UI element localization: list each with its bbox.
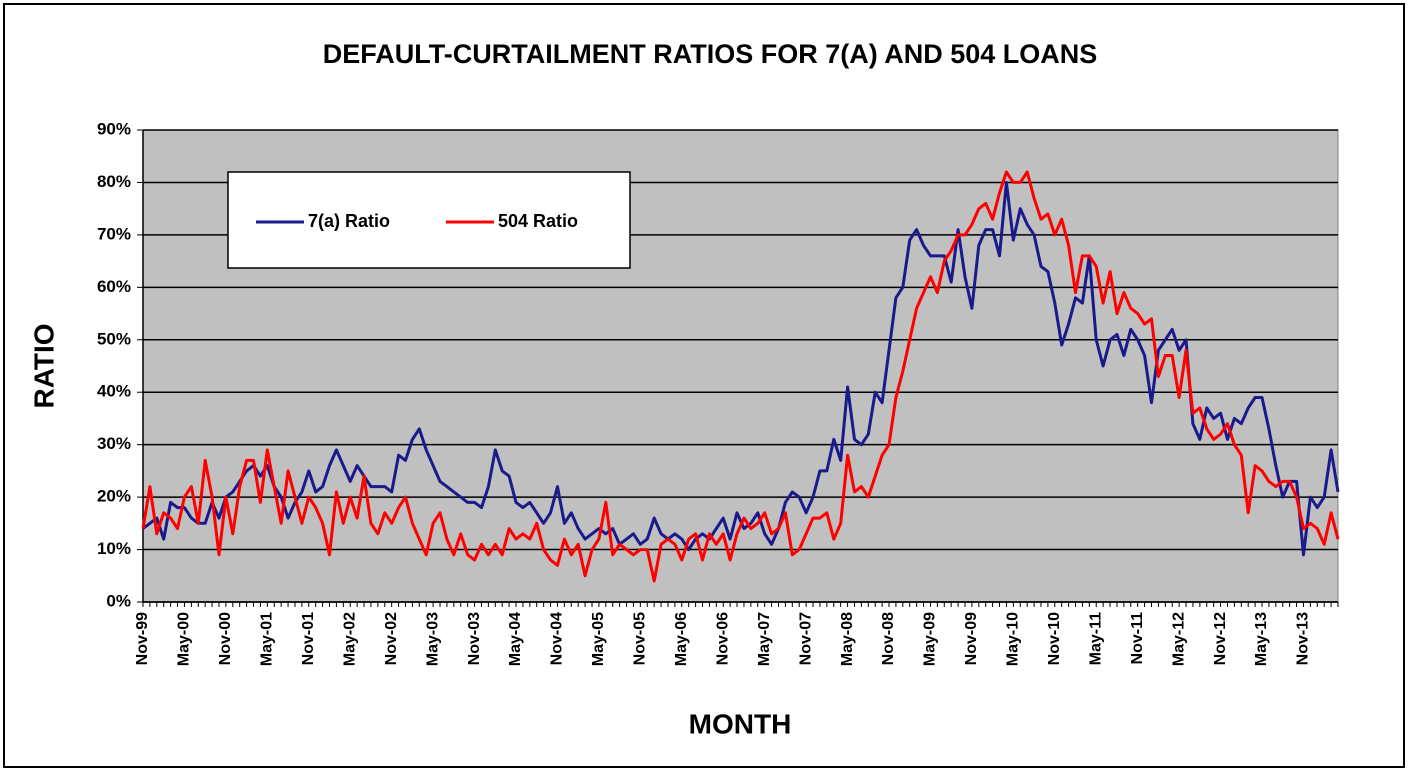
x-tick-label: May-01 — [259, 612, 276, 666]
x-tick-label: Nov-02 — [383, 612, 400, 665]
x-tick-label: Nov-10 — [1046, 612, 1063, 665]
data-line — [142, 180, 1340, 557]
legend-box — [227, 171, 631, 269]
x-tick-label: May-07 — [756, 612, 773, 666]
y-axis-label: RATIO — [28, 323, 59, 408]
x-tick-label: May-05 — [590, 612, 607, 666]
x-tick-label: Nov-04 — [549, 612, 566, 665]
x-tick-label: May-04 — [507, 612, 524, 666]
y-tick-label: 10% — [97, 539, 131, 558]
x-tick-label: Nov-01 — [300, 612, 317, 665]
x-tick-label: May-10 — [1005, 612, 1022, 666]
x-tick-label: Nov-12 — [1212, 612, 1229, 665]
x-tick-label: Nov-99 — [134, 612, 151, 665]
x-tick-label: Nov-06 — [714, 612, 731, 665]
x-tick-label: May-12 — [1170, 612, 1187, 666]
y-tick-label: 90% — [97, 119, 131, 138]
x-tick-label: May-03 — [424, 612, 441, 666]
x-tick-label: Nov-05 — [632, 612, 649, 665]
x-tick-label: May-13 — [1253, 612, 1270, 666]
x-tick-label: May-00 — [176, 612, 193, 666]
y-tick-label: 70% — [97, 224, 131, 243]
x-tick-label: Nov-03 — [466, 612, 483, 665]
x-tick-label: Nov-08 — [880, 612, 897, 665]
legend-label: 7(a) Ratio — [308, 211, 390, 231]
x-tick-label: Nov-00 — [217, 612, 234, 665]
y-tick-label: 30% — [97, 434, 131, 453]
x-tick-label: May-08 — [839, 612, 856, 666]
x-tick-label: Nov-11 — [1129, 612, 1146, 665]
x-tick-label: Nov-07 — [797, 612, 814, 665]
data-line — [141, 170, 1340, 583]
chart-title: DEFAULT-CURTAILMENT RATIOS FOR 7(A) AND … — [323, 39, 1098, 69]
y-tick-label: 40% — [97, 382, 131, 401]
x-tick-label: Nov-09 — [963, 612, 980, 665]
x-tick-label: May-11 — [1087, 612, 1104, 665]
y-tick-label: 60% — [97, 277, 131, 296]
x-tick-label: May-09 — [922, 612, 939, 666]
x-axis-label: MONTH — [689, 708, 792, 739]
y-tick-label: 50% — [97, 329, 131, 348]
legend-label: 504 Ratio — [498, 211, 578, 231]
x-tick-label: May-06 — [673, 612, 690, 666]
y-tick-label: 0% — [106, 591, 131, 610]
y-tick-label: 80% — [97, 172, 131, 191]
x-tick-label: May-02 — [341, 612, 358, 666]
x-tick-label: Nov-13 — [1295, 612, 1312, 665]
y-tick-label: 20% — [97, 487, 131, 506]
